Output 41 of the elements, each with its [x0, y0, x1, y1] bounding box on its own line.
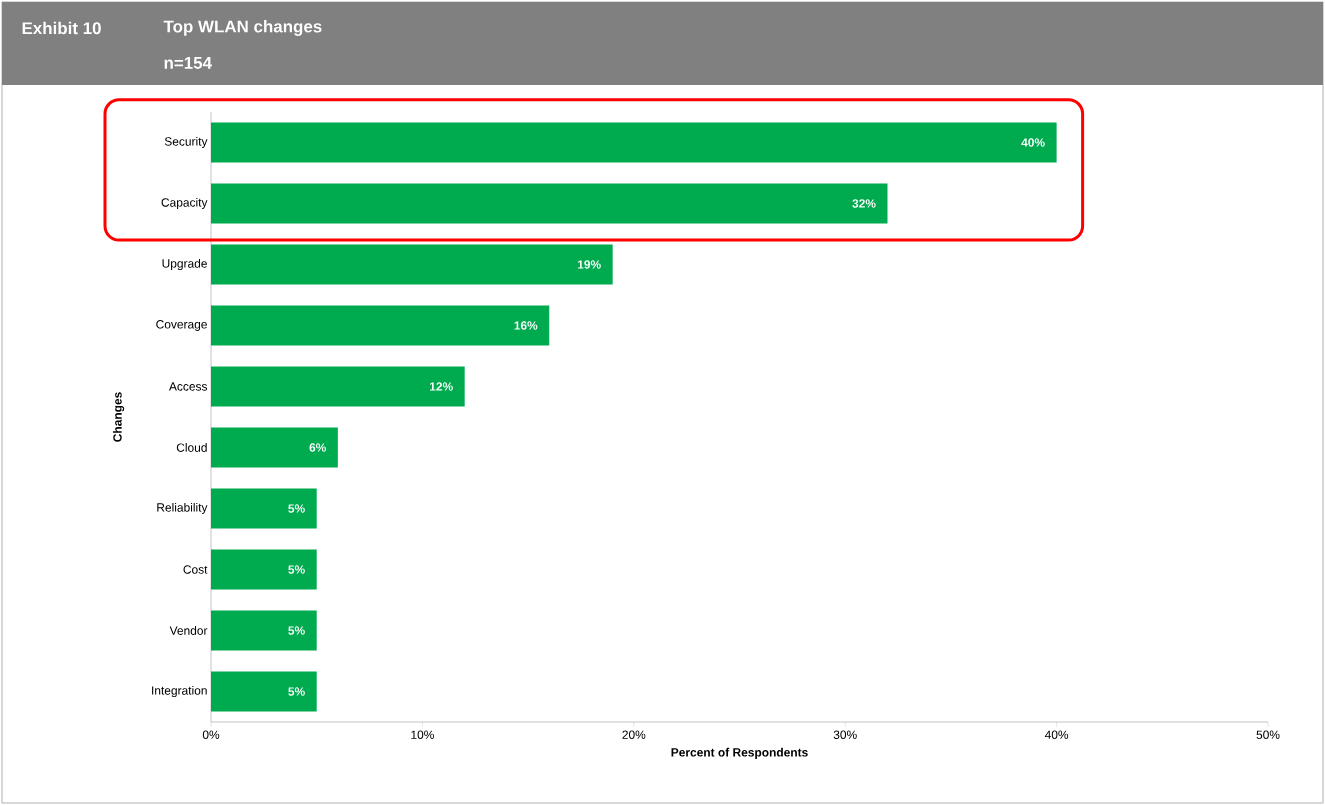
text: Exhibit 10: [22, 21, 101, 35]
data-label: 5%: [288, 565, 305, 574]
bar: [211, 610, 317, 651]
bar: [211, 183, 888, 224]
chart-subtitle: n=154: [164, 57, 212, 69]
data-label: 40%: [1021, 138, 1045, 147]
y-tick-label: Coverage: [156, 320, 207, 331]
data-label: 12%: [429, 382, 453, 391]
data-label: 6%: [309, 443, 327, 452]
y-tick-label: Security: [164, 136, 208, 149]
y-tick-label: Capacity: [161, 197, 208, 210]
y-axis-title: Changes: [112, 392, 125, 442]
x-axis-title: Percent of Respondents: [671, 747, 808, 759]
bar: [211, 366, 465, 407]
y-tick-label: Integration: [152, 685, 207, 698]
bar: [211, 671, 317, 712]
data-label: 19%: [577, 260, 601, 269]
data-label: 16%: [514, 321, 538, 330]
data-label: 5%: [288, 504, 305, 513]
x-tick-label: 50%: [1256, 730, 1280, 739]
data-label: 5%: [288, 626, 305, 635]
chart-title: Top WLAN changes: [163, 20, 322, 36]
bar: [211, 427, 338, 468]
bar: [211, 122, 1057, 163]
bar: [211, 488, 317, 529]
y-tick-label: Vendor: [169, 626, 208, 635]
y-tick-label: Cost: [183, 565, 208, 574]
bar: [211, 305, 550, 346]
y-tick-label: Access: [168, 382, 208, 391]
bar: [211, 244, 613, 285]
y-tick-label: Reliability: [157, 502, 208, 515]
y-tick-label: Cloud: [176, 443, 207, 452]
x-tick-label: 0%: [202, 730, 220, 739]
bar: [211, 549, 317, 590]
x-tick-label: 10%: [411, 730, 434, 739]
x-tick-label: 30%: [833, 730, 857, 739]
x-tick-label: 20%: [622, 730, 646, 739]
data-label: 32%: [852, 199, 876, 208]
x-tick-label: 40%: [1044, 730, 1069, 739]
data-label: 5%: [288, 687, 305, 696]
y-tick-label: Upgrade: [162, 258, 207, 271]
